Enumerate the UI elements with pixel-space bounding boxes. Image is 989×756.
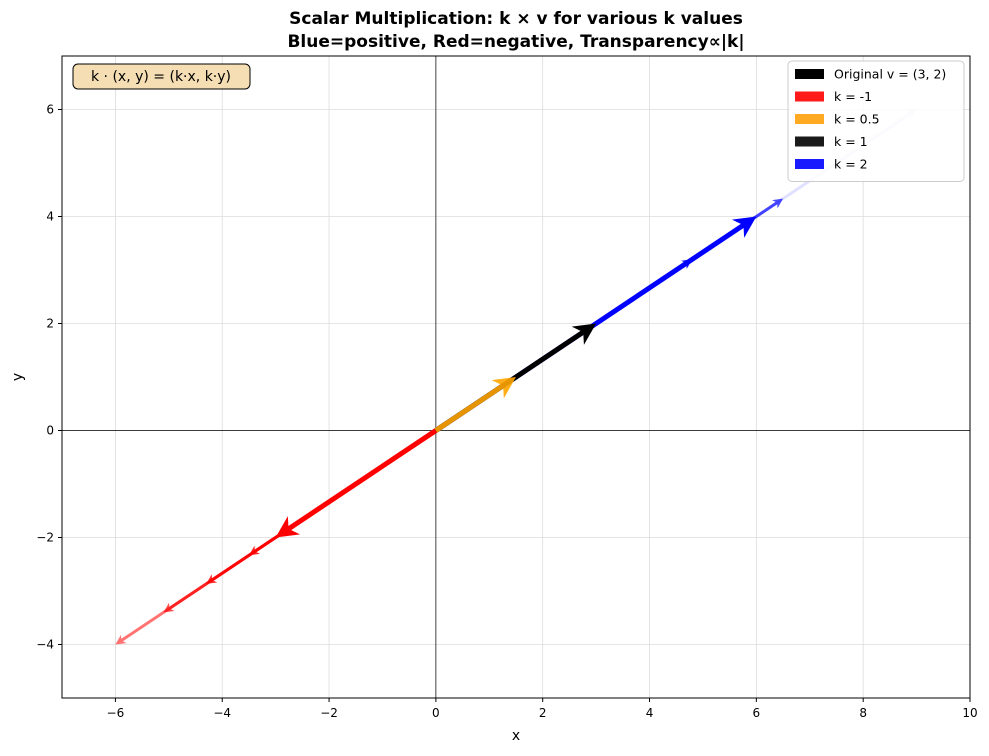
x-tick-label: 10 (962, 706, 977, 720)
legend-label: k = -1 (834, 89, 872, 104)
y-tick-label: −2 (36, 531, 54, 545)
vector-arrow (275, 428, 438, 538)
y-tick-label: 0 (46, 424, 54, 438)
formula-annotation: k · (x, y) = (k·x, k·y) (72, 63, 251, 90)
legend-swatch (795, 136, 824, 147)
legend-box (787, 60, 965, 182)
y-tick-label: 2 (46, 317, 54, 331)
tick-layer: −6 −4 −2 0 2 4 6 8 10 −4 −2 0 2 4 6 (36, 103, 977, 721)
x-axis-label: x (512, 728, 520, 744)
x-tick-label: 6 (753, 706, 761, 720)
y-axis-label: y (10, 373, 26, 381)
x-tick-label: −6 (107, 706, 125, 720)
y-tick-label: 4 (46, 210, 54, 224)
x-tick-label: 0 (432, 706, 440, 720)
chart-subtitle: Blue=positive, Red=negative, Transparenc… (287, 32, 744, 52)
x-tick-label: −4 (213, 706, 231, 720)
x-tick-label: −2 (320, 706, 338, 720)
vector-arrow (434, 377, 516, 433)
plot-frame (61, 55, 971, 699)
legend-label: k = 2 (834, 157, 868, 172)
x-tick-label: 4 (646, 706, 654, 720)
formula-annotation-box (72, 63, 251, 90)
legend-label: k = 1 (834, 134, 868, 149)
zero-axes-layer (62, 56, 970, 698)
x-tick-label: 2 (539, 706, 547, 720)
legend-label: Original v = (3, 2) (834, 67, 946, 82)
legend-swatch (795, 69, 824, 79)
formula-annotation-text: k · (x, y) = (k·x, k·y) (91, 69, 231, 85)
vector-layer (115, 109, 917, 645)
legend-swatch (795, 114, 824, 124)
x-tick-label: 8 (859, 706, 867, 720)
legend: Original v = (3, 2) k = -1 k = 0.5 k = 1 k =… (787, 60, 965, 182)
legend-swatch (795, 91, 824, 102)
legend-swatch (795, 159, 824, 169)
y-tick-label: −4 (36, 638, 54, 652)
legend-label: k = 0.5 (834, 112, 880, 127)
chart-title: Scalar Multiplication: k × v for various… (289, 9, 743, 29)
y-tick-label: 6 (46, 103, 54, 117)
